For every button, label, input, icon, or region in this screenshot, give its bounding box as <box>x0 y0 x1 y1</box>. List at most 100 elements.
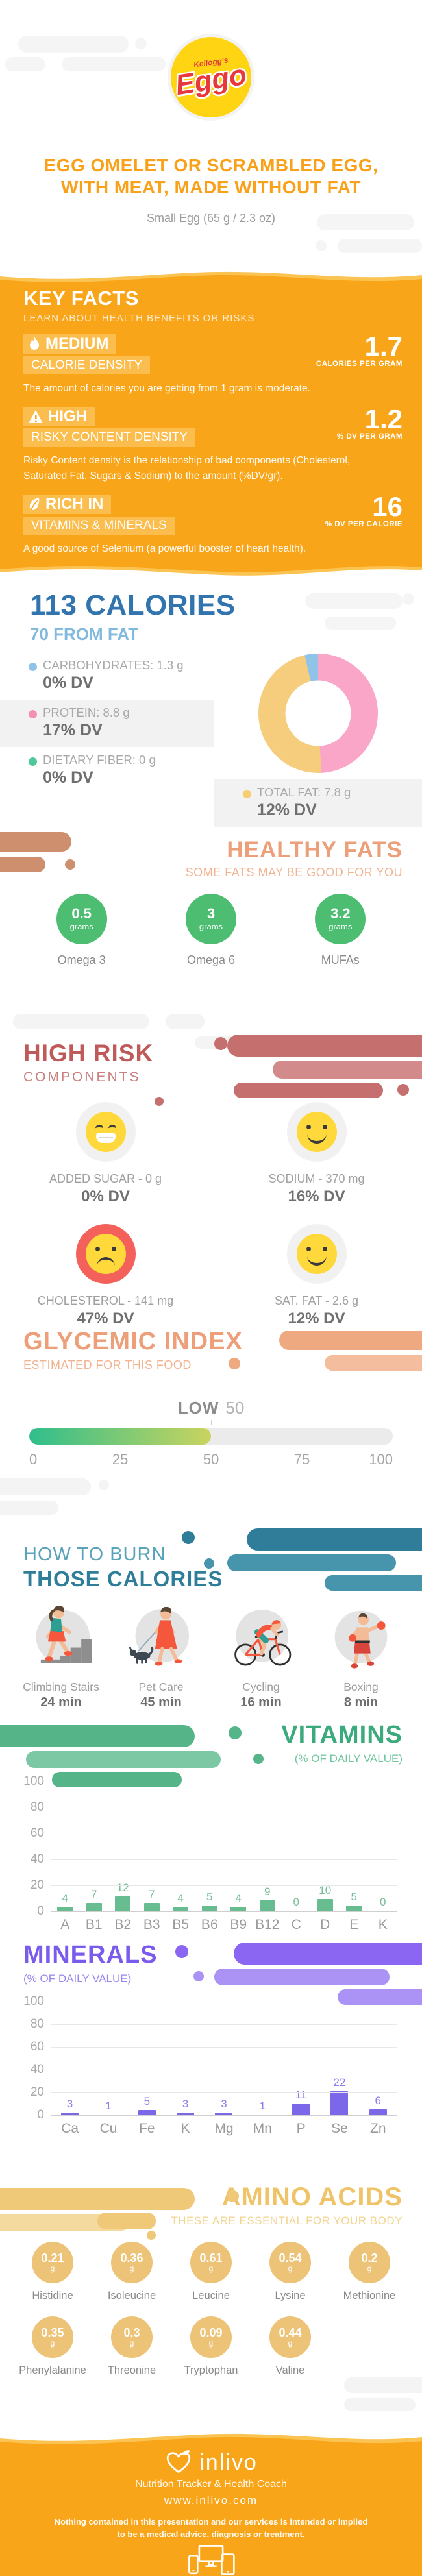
eggo-logo: Kellogg's Eggo <box>168 34 254 121</box>
fact-value: 16 <box>372 491 403 522</box>
fact-unit: % DV PER GRAM <box>336 433 403 441</box>
footer-wave <box>0 2431 422 2444</box>
decor-blob <box>229 1358 240 1369</box>
fact-level: HIGH <box>48 408 87 425</box>
bar-A: 4 <box>51 1892 80 1912</box>
bar-Mg: 3 <box>205 2098 243 2116</box>
added-sugar-item: ADDED SUGAR - 0 g 0% DV <box>0 1102 211 1206</box>
gold-blob-icon: 0.36 g <box>106 2239 158 2285</box>
healthy-fats-subtitle: SOME FATS MAY BE GOOD FOR YOU <box>185 866 403 879</box>
bar-Fe: 5 <box>128 2095 166 2116</box>
inlivo-url-link[interactable]: www.inlivo.com <box>164 2494 258 2509</box>
vitamins-bar-chart: 0 20 40 60 80 100 4 7 12 7 4 5 4 9 0 10 5 0 A B1 B2 B3 B5 B6 B… <box>19 1774 397 1933</box>
amino-item: 0.35 g Phenylalanine <box>13 2313 92 2377</box>
healthy-fats-title: HEALTHY FATS <box>227 837 403 863</box>
amino-item: 0.21 g Histidine <box>13 2239 92 2302</box>
fact-rich-in: RICH IN VITAMINS & MINERALS 16 % DV PER … <box>23 493 403 557</box>
burn-title-line2: THOSE CALORIES <box>23 1567 223 1591</box>
fact-value: 1.2 <box>364 404 403 434</box>
fact-name: CALORIE DENSITY <box>23 356 151 374</box>
omega3-item: 0.5 grams Omega 3 <box>33 890 130 967</box>
decor-blob <box>338 1989 422 2005</box>
amino-subtitle: THESE ARE ESSENTIAL FOR YOUR BODY <box>171 2214 403 2227</box>
amino-item: 0.09 g Tryptophan <box>171 2313 251 2377</box>
gold-blob-icon: 0.35 g <box>27 2313 79 2360</box>
fact-description: A good source of Selenium (a powerful bo… <box>23 543 306 554</box>
amino-item: 0.36 g Isoleucine <box>92 2239 171 2302</box>
protein-dot <box>29 710 37 718</box>
decor-blob <box>18 36 129 53</box>
minerals-section: MINERALS (% OF DAILY VALUE) 0 20 40 60 80 100… <box>0 1931 422 2171</box>
decor-blob <box>397 1084 409 1096</box>
dog-walk-icon <box>129 1606 190 1666</box>
gi-scale: 0 25 50 75 100 <box>29 1451 393 1467</box>
bar-Cu: 1 <box>89 2100 127 2116</box>
decor-blob <box>316 240 327 251</box>
fact-name: RISKY CONTENT DENSITY <box>23 428 196 447</box>
carb-dot <box>29 663 37 671</box>
activity-boxing: Boxing 8 min <box>312 1601 410 1710</box>
decor-blob <box>26 1751 221 1768</box>
decor-blob <box>403 593 414 605</box>
legend-protein: PROTEIN: 8.8 g 17% DV <box>0 700 214 747</box>
decor-blob <box>0 1725 195 1747</box>
bar-B9: 4 <box>224 1892 253 1912</box>
activity-pet-care: Pet Care 45 min <box>112 1601 210 1710</box>
decor-blob <box>0 1501 58 1515</box>
decor-blob <box>234 1083 383 1098</box>
bar-Zn: 6 <box>359 2094 397 2116</box>
inlivo-logo: inlivo <box>0 2449 422 2476</box>
decor-blob <box>52 1772 182 1787</box>
bicycle-icon <box>234 1609 292 1666</box>
key-facts-title: KEY FACTS <box>23 287 139 310</box>
smiling-face-icon <box>296 1112 337 1152</box>
glycemic-gauge: LOW 50 0 25 50 75 100 <box>29 1398 393 1469</box>
decor-blob <box>147 2231 156 2240</box>
amino-item: 0.2 g Methionine <box>330 2239 409 2302</box>
fact-value: 1.7 <box>364 331 403 362</box>
decor-blob <box>13 1014 149 1029</box>
bar-B3: 7 <box>138 1888 167 1912</box>
sad-face-icon <box>85 1234 126 1274</box>
fact-risky-density: HIGH RISKY CONTENT DENSITY 1.2 % DV PER … <box>23 406 403 484</box>
minerals-subtitle: (% OF DAILY VALUE) <box>23 1972 132 1985</box>
macronutrient-donut-chart <box>246 641 390 785</box>
key-facts-subtitle: LEARN ABOUT HEALTH BENEFITS OR RISKS <box>23 313 255 324</box>
amino-title: AMINO ACIDS <box>221 2183 403 2211</box>
decor-blob <box>325 1355 422 1371</box>
flame-icon <box>30 337 39 350</box>
amino-item: 0.54 g Lysine <box>251 2239 330 2302</box>
decor-blob <box>0 832 71 852</box>
burn-title-line1: HOW TO BURN <box>23 1544 166 1565</box>
decor-blob <box>135 38 147 49</box>
minerals-title: MINERALS <box>23 1941 158 1969</box>
high-risk-section: HIGH RISK COMPONENTS ADDED SUGAR - 0 g 0… <box>0 1014 422 1327</box>
bar-Se: 22 <box>320 2076 358 2116</box>
decor-blob <box>247 1528 422 1551</box>
bar-P: 11 <box>282 2089 320 2116</box>
healthy-fats-section: HEALTHY FATS SOME FATS MAY BE GOOD FOR Y… <box>0 823 422 1014</box>
legend-carbohydrates: CARBOHYDRATES: 1.3 g 0% DV <box>0 652 214 700</box>
decor-blob <box>0 857 45 872</box>
stairs-icon <box>36 1606 92 1664</box>
fact-unit: CALORIES PER GRAM <box>316 360 403 368</box>
gold-blob-icon: 0.3 g <box>106 2313 158 2360</box>
green-blob-icon: 3.2 grams <box>308 890 374 947</box>
minerals-bar-chart: 0 20 40 60 80 100 3 1 5 3 3 1 11 22 6 Ca Cu Fe K Mg Mn P Se Z… <box>19 1994 397 2137</box>
bar-Ca: 3 <box>51 2098 89 2116</box>
amino-item: 0.44 g Valine <box>251 2313 330 2377</box>
decor-blob <box>65 859 75 870</box>
bar-K: 3 <box>166 2098 205 2116</box>
decor-blob <box>214 1969 390 1985</box>
devices-icon <box>188 2545 235 2575</box>
calories-from-fat: 70 FROM FAT <box>30 624 139 644</box>
decor-blob <box>182 1531 195 1544</box>
warning-icon <box>29 410 43 423</box>
footer-tagline: Nutrition Tracker & Health Coach <box>135 2479 287 2490</box>
eggo-wordmark: Eggo <box>173 58 249 102</box>
fact-unit: % DV PER CALORIE <box>325 521 403 528</box>
high-risk-title: HIGH RISK <box>23 1040 154 1066</box>
decor-blob <box>325 617 396 630</box>
footer-disclaimer: Nothing contained in this presentation a… <box>54 2517 368 2539</box>
decor-blob <box>99 1480 109 1490</box>
